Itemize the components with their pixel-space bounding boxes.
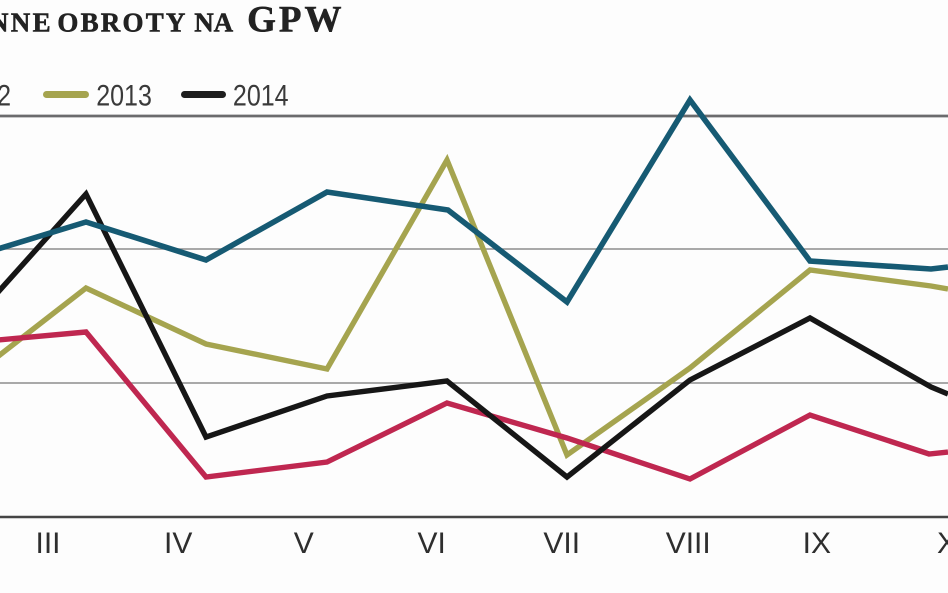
svg-text:2013: 2013: [96, 79, 152, 112]
svg-text:X: X: [937, 527, 948, 560]
svg-text:GPW: GPW: [247, 0, 344, 41]
svg-text:2014: 2014: [233, 79, 289, 112]
svg-text:NNE: NNE: [0, 8, 53, 38]
svg-text:III: III: [35, 527, 60, 560]
svg-text:IV: IV: [164, 527, 192, 560]
svg-text:VIII: VIII: [666, 527, 711, 560]
svg-text:VI: VI: [418, 527, 446, 560]
svg-text:2012: 2012: [0, 79, 11, 112]
svg-text:V: V: [294, 527, 314, 560]
svg-text:IX: IX: [803, 527, 831, 560]
svg-text:OBROTY: OBROTY: [57, 8, 187, 38]
svg-text:NA: NA: [194, 8, 233, 38]
svg-text:VII: VII: [543, 527, 580, 560]
